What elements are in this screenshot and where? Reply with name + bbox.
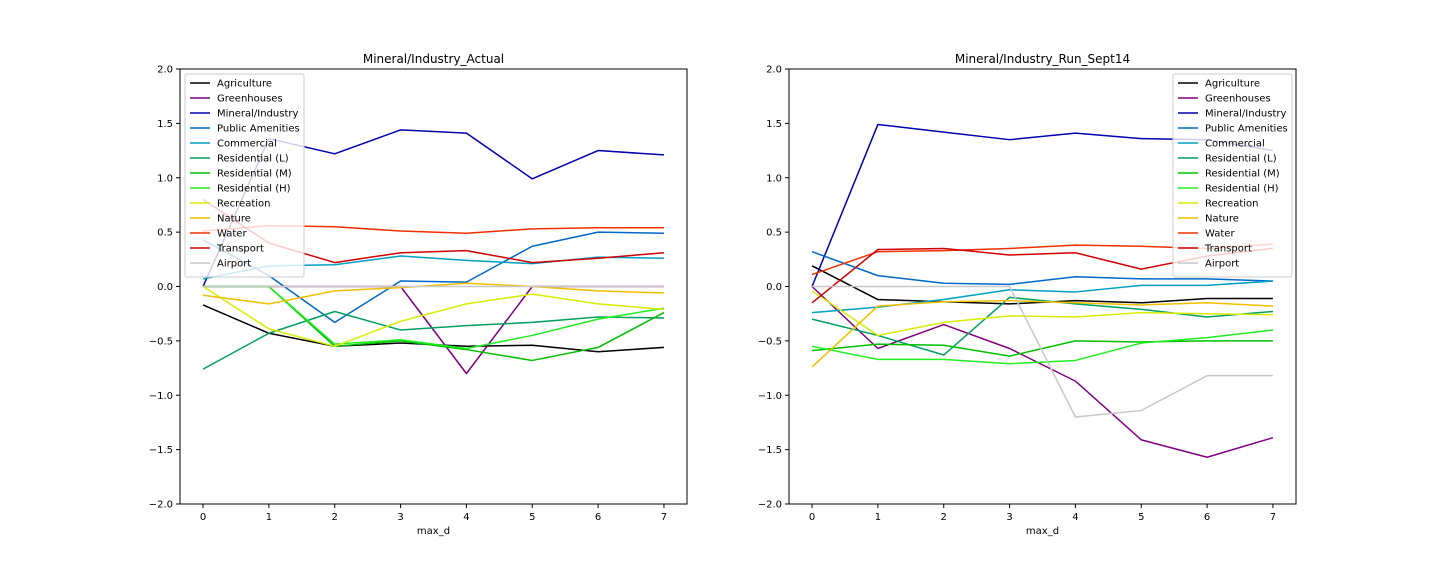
y-tick-label: 2.0 xyxy=(157,65,173,76)
x-axis-label: max_d xyxy=(1026,526,1059,537)
legend-entry: Residential (M) xyxy=(217,169,292,180)
x-tick-label: 6 xyxy=(595,512,601,523)
y-tick-label: 1.5 xyxy=(766,119,782,130)
y-tick-label: −1.5 xyxy=(149,445,173,456)
y-tick-label: 1.5 xyxy=(157,119,173,130)
legend-entry: Residential (M) xyxy=(1205,169,1280,180)
series-line-residential-m- xyxy=(811,340,1273,357)
x-tick-label: 0 xyxy=(200,512,206,523)
y-tick-label: 0.0 xyxy=(766,282,782,293)
chart-title: Mineral/Industry_Actual xyxy=(363,52,504,66)
y-tick-label: −2.0 xyxy=(149,500,173,511)
legend-entry: Mineral/Industry xyxy=(1205,109,1286,120)
x-tick-label: 2 xyxy=(941,512,947,523)
series-line-residential-m- xyxy=(203,285,665,362)
series-line-residential-l- xyxy=(811,296,1274,356)
x-tick-label: 1 xyxy=(875,512,881,523)
x-tick-label: 3 xyxy=(397,512,403,523)
x-tick-label: 1 xyxy=(266,512,272,523)
legend-entry: Transport xyxy=(216,244,264,255)
y-tick-label: 0.5 xyxy=(766,228,782,239)
legend-entry: Residential (H) xyxy=(217,184,291,195)
x-tick-label: 5 xyxy=(1138,512,1144,523)
series-line-nature xyxy=(811,299,1273,368)
legend: Agriculture Greenhouses Mineral/Industry Pu… xyxy=(1172,73,1293,278)
x-tick-label: 4 xyxy=(1072,512,1078,523)
series-line-nature xyxy=(202,282,664,305)
series-line-public-amenities xyxy=(202,231,664,324)
legend-entry: Residential (L) xyxy=(217,154,289,165)
x-tick-label: 2 xyxy=(332,512,338,523)
legend-entry: Transport xyxy=(1204,244,1252,255)
legend-box xyxy=(184,73,305,278)
chart-panel-2: Mineral/Industry_Run_Sept14 0 1 2 3 4 5 6 7 2.0 1.… xyxy=(758,52,1297,537)
chart-panel-1: Mineral/Industry_Actual 0 1 2 3 4 5 6 7 2.0 1.5 1.0… xyxy=(149,52,688,537)
legend-entry: Airport xyxy=(1205,259,1239,270)
x-axis-label: max_d xyxy=(417,526,450,537)
legend-entry: Residential (L) xyxy=(1205,154,1277,165)
x-tick-label: 3 xyxy=(1006,512,1012,523)
legend-entry: Commercial xyxy=(217,139,277,150)
legend-entry: Nature xyxy=(1205,214,1239,225)
y-tick-label: −0.5 xyxy=(149,336,173,347)
y-tick-label: −1.0 xyxy=(758,391,782,402)
x-tick-label: 7 xyxy=(1270,512,1276,523)
legend-entry: Nature xyxy=(217,214,251,225)
x-tick-label: 5 xyxy=(529,512,535,523)
legend-entry: Public Amenities xyxy=(1205,124,1288,135)
y-tick-label: 2.0 xyxy=(766,65,782,76)
x-tick-label: 0 xyxy=(809,512,815,523)
y-tick-label: 0.0 xyxy=(157,282,173,293)
legend: Agriculture Greenhouses Mineral/Industry Pu… xyxy=(184,73,305,278)
legend-entry: Residential (H) xyxy=(1205,184,1279,195)
legend-entry: Airport xyxy=(217,259,251,270)
y-tick-label: −2.0 xyxy=(758,500,782,511)
legend-entry: Public Amenities xyxy=(217,124,300,135)
series-line-airport xyxy=(812,285,1273,418)
legend-entry: Water xyxy=(1205,229,1235,240)
legend-entry: Water xyxy=(217,229,247,240)
series-line-residential-h- xyxy=(811,329,1274,365)
legend-entry: Mineral/Industry xyxy=(217,109,298,120)
legend-entry: Agriculture xyxy=(1205,79,1260,90)
x-tick-label: 7 xyxy=(661,512,667,523)
series-lines xyxy=(811,123,1274,458)
y-tick-label: −0.5 xyxy=(758,336,782,347)
series-line-recreation xyxy=(811,290,1273,337)
legend-entry: Agriculture xyxy=(217,79,272,90)
series-line-residential-l- xyxy=(202,310,664,370)
y-tick-label: −1.5 xyxy=(758,445,782,456)
series-line-greenhouses xyxy=(811,285,1274,458)
series-line-recreation xyxy=(202,285,665,348)
x-tick-label: 6 xyxy=(1204,512,1210,523)
chart-title: Mineral/Industry_Run_Sept14 xyxy=(955,52,1130,66)
y-tick-label: −1.0 xyxy=(149,391,173,402)
legend-entry: Greenhouses xyxy=(217,94,283,105)
legend-entry: Recreation xyxy=(217,199,270,210)
legend-box xyxy=(1172,73,1293,278)
x-tick-label: 4 xyxy=(463,512,469,523)
series-line-residential-h- xyxy=(203,285,665,350)
y-tick-label: 0.5 xyxy=(157,228,173,239)
legend-entry: Recreation xyxy=(1205,199,1258,210)
series-line-public-amenities xyxy=(811,250,1273,286)
y-tick-label: 1.0 xyxy=(766,173,782,184)
y-tick-label: 1.0 xyxy=(157,173,173,184)
legend-entry: Greenhouses xyxy=(1205,94,1271,105)
legend-entry: Commercial xyxy=(1205,139,1265,150)
